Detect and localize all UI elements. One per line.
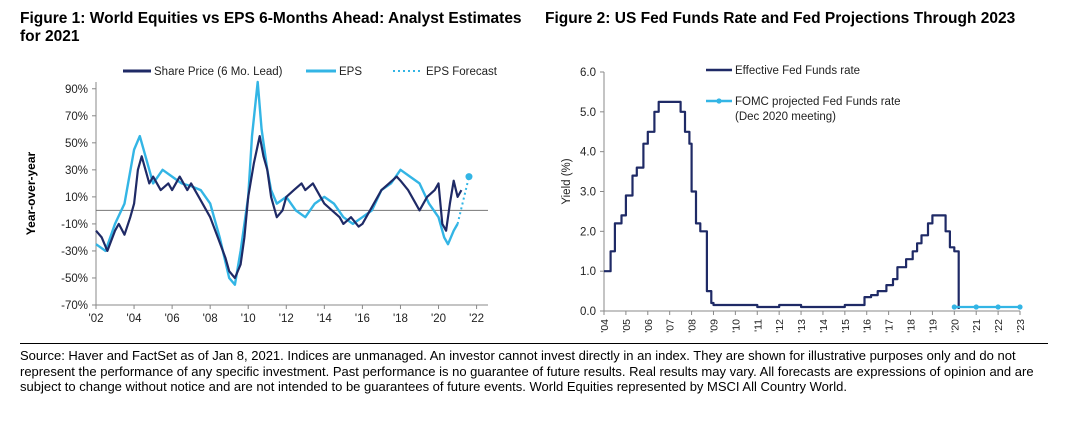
x-tick-label: '11 — [752, 319, 764, 332]
legend-label-1: EPS — [339, 66, 362, 78]
figure1-chart: 90% 70% 50% 30% 10% -10% -30% -50% -70% '02 '04 '06… — [18, 57, 523, 340]
legend-label-2: EPS Forecast — [426, 66, 498, 78]
fomc-projection-point — [995, 304, 1001, 310]
y-tick-label: 5.0 — [580, 107, 596, 119]
x-tick-label: '10 — [241, 313, 256, 325]
x-tick-label: '15 — [840, 319, 852, 333]
x-tick-label: '09 — [708, 319, 720, 333]
x-tick-label: '20 — [431, 313, 446, 325]
x-tick-label: '13 — [796, 319, 808, 333]
x-tick-label: '02 — [89, 313, 104, 325]
fomc-projection-point — [1017, 304, 1023, 310]
legend-label-0: Share Price (6 Mo. Lead) — [154, 66, 283, 78]
x-tick-label: '06 — [643, 319, 655, 333]
figure2-svg: 6.0 5.0 4.0 3.0 2.0 1.0 0.0'04 '05 '06 '07 '08 '09 '… — [561, 65, 1027, 333]
eps-forecast-point — [465, 173, 473, 181]
x-tick-label: '19 — [927, 319, 939, 333]
legend-label-2: (Dec 2020 meeting) — [735, 111, 836, 123]
figure2-title: Figure 2: US Fed Funds Rate and Fed Proj… — [545, 10, 1016, 27]
y-tick-label: -50% — [61, 273, 88, 285]
fomc-projection-point — [951, 304, 957, 310]
legend-label-0: Effective Fed Funds rate — [735, 65, 860, 77]
y-tick-label: 70% — [65, 111, 88, 123]
series-line-eps-forecast — [456, 176, 470, 225]
x-tick-label: '16 — [862, 319, 874, 333]
x-tick-label: '06 — [165, 313, 180, 325]
figure1-title: Figure 1: World Equities vs EPS 6-Months… — [20, 10, 522, 45]
y-tick-label: 50% — [65, 138, 88, 150]
y-tick-label: 10% — [65, 192, 88, 204]
x-tick-label: '17 — [884, 319, 896, 333]
x-tick-label: '22 — [469, 313, 484, 325]
y-tick-label: -10% — [61, 219, 88, 231]
y-axis-label: Year-over-year — [24, 151, 38, 235]
x-tick-label: '18 — [906, 319, 918, 333]
legend-marker-1 — [716, 98, 722, 104]
y-tick-label: 4.0 — [580, 147, 596, 159]
x-tick-label: '22 — [993, 319, 1005, 333]
x-tick-label: '12 — [774, 319, 786, 333]
x-tick-label: '08 — [687, 319, 699, 333]
x-tick-label: '20 — [949, 319, 961, 333]
x-tick-label: '10 — [730, 319, 742, 333]
x-tick-label: '21 — [971, 319, 983, 333]
x-tick-label: '07 — [665, 319, 677, 333]
y-axis-label: Yield (%) — [561, 158, 573, 204]
y-tick-label: 0.0 — [580, 306, 596, 318]
x-tick-label: '04 — [599, 319, 611, 333]
x-tick-label: '04 — [127, 313, 143, 325]
y-tick-label: -70% — [61, 300, 88, 312]
y-tick-label: 2.0 — [580, 226, 596, 238]
series-line-share-price-6-mo-lead- — [95, 134, 463, 280]
y-tick-label: 6.0 — [580, 67, 596, 79]
x-tick-label: '14 — [317, 313, 333, 325]
y-tick-label: 3.0 — [580, 187, 596, 199]
figure1-svg: 90% 70% 50% 30% 10% -10% -30% -50% -70%'02 '04 '06… — [24, 66, 498, 325]
x-tick-label: '12 — [279, 313, 294, 325]
x-tick-label: '08 — [203, 313, 218, 325]
x-tick-label: '14 — [818, 319, 830, 333]
x-tick-label: '16 — [355, 313, 370, 325]
source-note: Source: Haver and FactSet as of Jan 8, 2… — [20, 348, 1034, 394]
y-tick-label: -30% — [61, 246, 88, 258]
y-tick-label: 1.0 — [580, 266, 596, 278]
x-tick-label: '23 — [1015, 319, 1027, 333]
y-tick-label: 90% — [65, 84, 88, 96]
fomc-projection-point — [973, 304, 979, 310]
x-tick-label: '05 — [621, 319, 633, 333]
y-tick-label: 30% — [65, 165, 88, 177]
figure2-chart: 6.0 5.0 4.0 3.0 2.0 1.0 0.0'04 '05 '06 '07 '08 '09 '… — [542, 57, 1050, 340]
legend-label-1: FOMC projected Fed Funds rate — [735, 96, 901, 108]
x-tick-label: '18 — [393, 313, 408, 325]
series-line-effective-fed-funds-rate — [604, 100, 960, 309]
source-divider — [20, 343, 1048, 344]
